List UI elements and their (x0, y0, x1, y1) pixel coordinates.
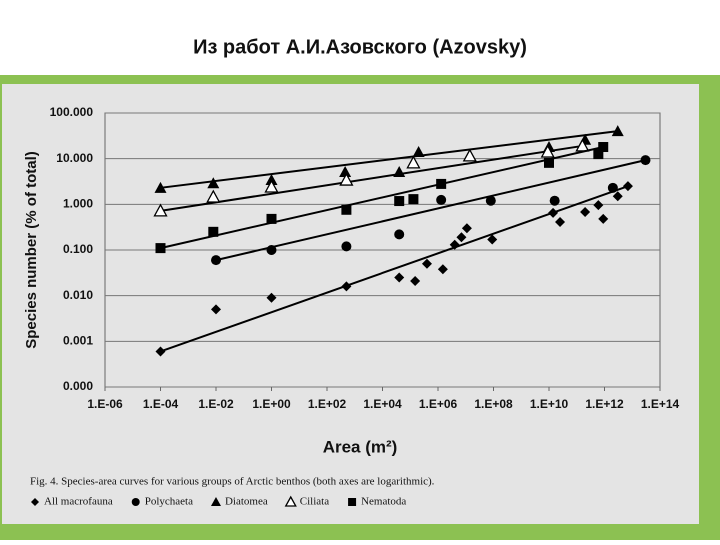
legend-label: Polychaeta (145, 496, 193, 508)
marker (607, 182, 618, 193)
y-tick-label: 0.000 (63, 379, 93, 393)
marker (598, 213, 609, 224)
legend-label: Ciliata (300, 496, 329, 508)
marker (208, 226, 219, 237)
trend-line (215, 159, 646, 262)
y-tick-label: 0.010 (63, 288, 93, 302)
x-tick-label: 1.E+14 (641, 397, 680, 411)
x-tick-label: 1.E+10 (530, 397, 569, 411)
marker (412, 145, 425, 157)
x-axis-title: Area (m²) (323, 437, 398, 456)
marker (266, 213, 277, 224)
x-tick-label: 1.E+00 (252, 397, 291, 411)
marker (593, 149, 604, 160)
x-tick-label: 1.E+12 (585, 397, 624, 411)
caption: Fig. 4. Species-area curves for various … (30, 476, 435, 488)
x-tick-label: 1.E+08 (474, 397, 513, 411)
marker (461, 223, 472, 234)
y-tick-label: 100.000 (50, 105, 94, 119)
y-tick-label: 0.100 (63, 242, 93, 256)
marker (284, 495, 297, 507)
marker (394, 229, 405, 240)
marker (640, 155, 651, 166)
marker (436, 194, 447, 205)
marker (612, 191, 623, 202)
marker (155, 346, 166, 357)
marker (394, 196, 405, 207)
marker (206, 189, 221, 203)
marker (555, 217, 566, 228)
marker (437, 264, 448, 275)
legend-label: All macrofauna (44, 496, 113, 508)
marker (341, 241, 352, 252)
marker (266, 292, 277, 303)
marker (580, 206, 591, 217)
marker (341, 204, 352, 215)
marker (540, 144, 555, 158)
trend-line (160, 146, 604, 250)
marker (485, 195, 496, 206)
marker (264, 179, 279, 193)
marker (456, 232, 467, 243)
scan-background (2, 84, 699, 524)
x-tick-label: 1.E-06 (87, 397, 123, 411)
y-tick-label: 0.001 (63, 334, 93, 348)
marker (394, 272, 405, 283)
marker (339, 172, 354, 186)
marker (211, 255, 221, 266)
marker (598, 142, 609, 153)
marker (339, 166, 352, 178)
slide-title: Из работ А.И.Азовского (Azovsky) (193, 36, 527, 58)
x-tick-label: 1.E+06 (419, 397, 458, 411)
marker (549, 195, 560, 206)
marker (487, 234, 498, 245)
y-tick-label: 10.000 (56, 151, 93, 165)
y-tick-label: 1.000 (63, 197, 93, 211)
x-tick-label: 1.E+02 (308, 397, 347, 411)
marker (348, 498, 357, 506)
marker (408, 194, 419, 205)
legend-label: Nematoda (361, 496, 406, 508)
marker (155, 243, 166, 254)
marker (611, 125, 624, 137)
plot: 100.000 10.000 1.000 0.100 0.010 0.001 0.000 1.… (50, 105, 680, 411)
marker (436, 178, 447, 189)
marker (341, 281, 352, 292)
marker (410, 275, 421, 286)
marker (266, 245, 277, 255)
marker (544, 157, 554, 168)
marker (207, 177, 220, 189)
marker (462, 148, 477, 162)
marker (131, 498, 140, 506)
trend-line (160, 144, 583, 212)
marker (548, 207, 559, 218)
marker (593, 200, 604, 211)
marker (210, 497, 221, 506)
marker (265, 174, 278, 186)
marker (406, 155, 421, 169)
trend-line (160, 130, 618, 189)
marker (31, 498, 39, 506)
legend-label: Diatomea (225, 496, 268, 508)
marker (622, 181, 633, 192)
x-tick-label: 1.E-04 (143, 397, 179, 411)
marker (153, 203, 168, 217)
x-tick-label: 1.E-02 (198, 397, 234, 411)
x-tick-label: 1.E+04 (363, 397, 402, 411)
marker (421, 258, 432, 269)
y-axis-title: Species number (% of total) (23, 151, 40, 349)
marker (449, 239, 460, 250)
marker (154, 181, 167, 193)
marker (211, 304, 221, 315)
